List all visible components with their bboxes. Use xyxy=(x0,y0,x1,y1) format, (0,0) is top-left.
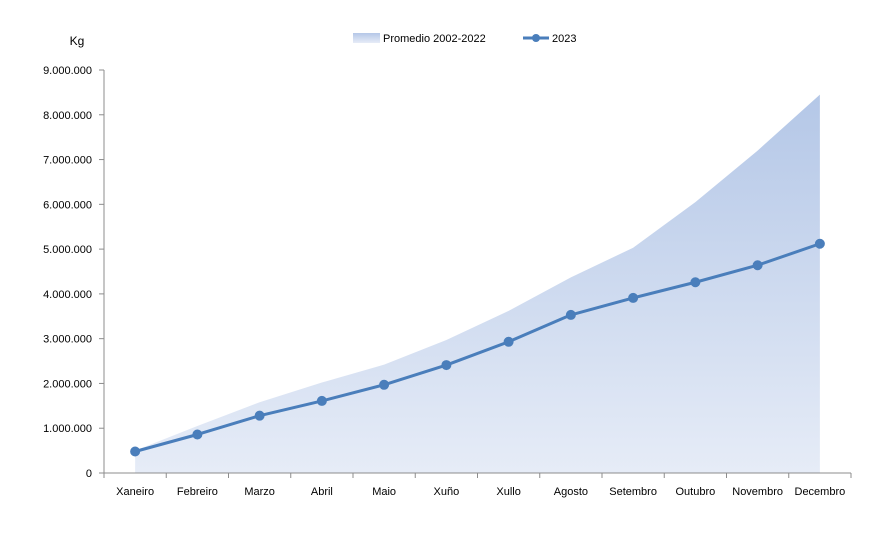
y-tick-label: 0 xyxy=(86,468,92,480)
y-tick-label: 8.000.000 xyxy=(43,110,92,122)
legend-label-promedio: Promedio 2002-2022 xyxy=(383,33,486,45)
legend-swatch-promedio xyxy=(353,33,380,43)
y-tick-label: 3.000.000 xyxy=(43,334,92,346)
data-point-2023 xyxy=(379,379,390,390)
y-tick-label: 6.000.000 xyxy=(43,199,92,211)
x-tick-label: Abril xyxy=(311,486,333,498)
x-tick-label: Xuño xyxy=(434,486,460,498)
y-tick-label: 9.000.000 xyxy=(43,65,92,77)
y-axis-label: Kg xyxy=(70,34,85,48)
data-point-2023 xyxy=(130,446,141,457)
data-point-2023 xyxy=(192,429,203,440)
legend-label-2023: 2023 xyxy=(552,33,576,45)
legend: Promedio 2002-2022 2023 xyxy=(353,33,576,45)
data-point-2023 xyxy=(441,360,452,371)
line-series-2023 xyxy=(134,242,821,453)
y-tick-label: 4.000.000 xyxy=(43,289,92,301)
x-tick-label: Agosto xyxy=(554,486,588,498)
x-tick-label: Marzo xyxy=(244,486,275,498)
axis-layer: 0 1.000.000 2.000.000 3.000.000 4.000.000 5.0… xyxy=(43,65,852,498)
data-point-2023 xyxy=(752,260,763,271)
data-point-2023 xyxy=(690,277,701,288)
x-tick-label: Outubro xyxy=(676,486,716,498)
x-tick-label: Setembro xyxy=(609,486,657,498)
y-tick-label: 2.000.000 xyxy=(43,378,92,390)
x-tick-label: Novembro xyxy=(732,486,783,498)
x-tick-label: Xaneiro xyxy=(116,486,154,498)
data-point-2023 xyxy=(814,238,825,249)
x-tick-label: Maio xyxy=(372,486,396,498)
legend-marker-2023 xyxy=(532,34,540,42)
x-tick-label: Decembro xyxy=(795,486,846,498)
data-point-2023 xyxy=(316,395,327,406)
y-tick-label: 1.000.000 xyxy=(43,423,92,435)
line-layer xyxy=(130,238,825,457)
area-series-promedio xyxy=(135,94,820,473)
x-tick-label: Xullo xyxy=(496,486,520,498)
data-point-2023 xyxy=(254,410,265,421)
y-tick-label: 5.000.000 xyxy=(43,244,92,256)
x-tick-label: Febreiro xyxy=(177,486,218,498)
y-tick-label: 7.000.000 xyxy=(43,155,92,167)
data-point-2023 xyxy=(565,309,576,320)
area-layer xyxy=(135,94,820,473)
data-point-2023 xyxy=(503,336,514,347)
data-point-2023 xyxy=(628,292,639,303)
